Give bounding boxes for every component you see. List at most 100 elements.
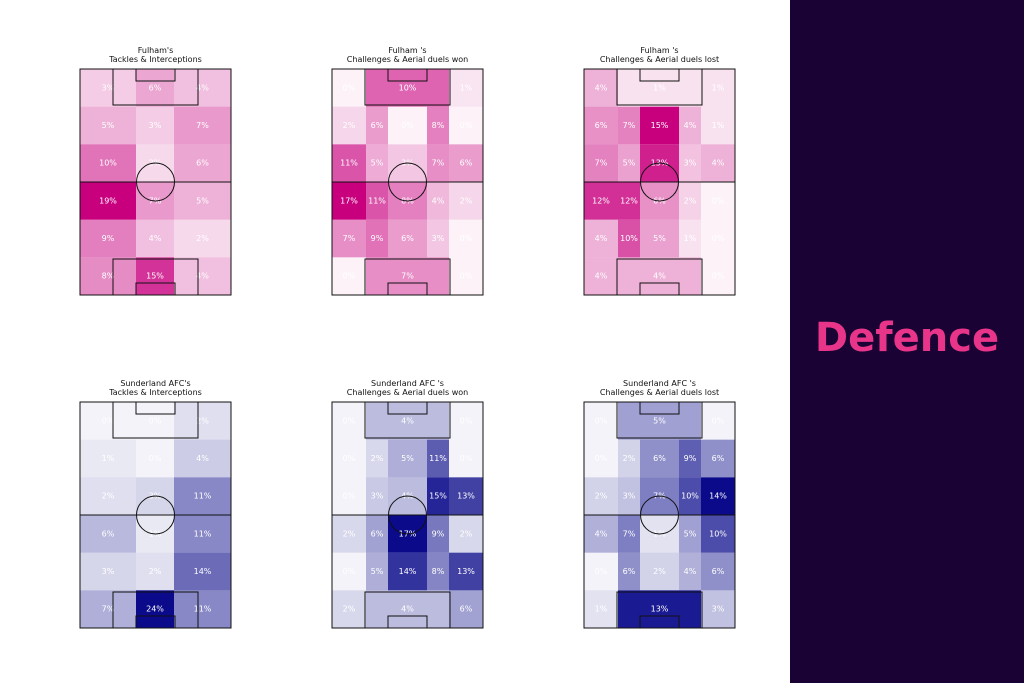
heat-cell — [174, 106, 231, 145]
cell-label: 3% — [684, 159, 697, 168]
heat-cell — [366, 552, 388, 591]
heat-cell — [701, 515, 735, 553]
heat-cell — [449, 219, 483, 258]
pitch-line — [640, 495, 679, 535]
cell-label: 12% — [592, 196, 610, 205]
heat-cell — [332, 590, 366, 628]
heat-cell — [701, 439, 735, 478]
pitch-line — [135, 282, 176, 296]
heat-cell — [618, 477, 640, 515]
pitch-line — [135, 68, 176, 82]
cell-label: 7% — [401, 272, 414, 281]
cell-label: 7% — [623, 529, 636, 538]
heat-cell — [584, 439, 618, 478]
cell-label: 13% — [457, 567, 475, 576]
cell-label: 7% — [432, 159, 445, 168]
heat-cell — [332, 69, 366, 107]
cell-label: 5% — [684, 529, 697, 538]
cell-label: 1% — [653, 83, 666, 92]
heat-cell — [174, 477, 231, 515]
cell-label: 6% — [712, 567, 725, 576]
cell-label: 2% — [102, 492, 115, 501]
heat-cell — [618, 257, 701, 295]
heat-cell — [427, 182, 449, 220]
heat-cell — [679, 439, 701, 478]
chart-title: Fulham 's — [388, 46, 426, 55]
heat-cell — [449, 69, 483, 107]
cell-label: 2% — [623, 454, 636, 463]
heat-cell — [679, 182, 701, 220]
heat-cell — [136, 106, 174, 145]
cell-label: 2% — [196, 416, 209, 425]
heat-cell — [618, 69, 701, 107]
pitch-line — [388, 495, 427, 535]
heat-cell — [80, 182, 136, 220]
heat-cell — [449, 515, 483, 553]
cell-label: 8% — [102, 272, 115, 281]
pitch-line — [136, 162, 175, 202]
cell-label: 4% — [196, 83, 209, 92]
heat-cell — [388, 219, 427, 258]
heat-cell — [640, 219, 679, 258]
cell-label: 9% — [432, 529, 445, 538]
heat-cell — [80, 515, 136, 553]
heat-cell — [80, 144, 136, 182]
cell-label: 4% — [432, 196, 445, 205]
cell-label: 2% — [460, 196, 473, 205]
pitch-line — [639, 282, 680, 296]
cell-label: 6% — [595, 121, 608, 130]
cell-label: 0% — [460, 234, 473, 243]
heat-cell — [366, 106, 388, 145]
cell-label: 17% — [340, 196, 358, 205]
cell-label: 0% — [343, 492, 356, 501]
heat-cell — [449, 182, 483, 220]
cell-label: 0% — [460, 121, 473, 130]
heading: Defence — [815, 315, 999, 361]
cell-label: 2% — [343, 605, 356, 614]
heat-cell — [80, 477, 136, 515]
heat-cell — [366, 515, 388, 553]
heat-cell — [366, 219, 388, 258]
cell-label: 0% — [595, 416, 608, 425]
heat-cell — [174, 144, 231, 182]
cell-label: 9% — [371, 234, 384, 243]
pitch-line — [387, 68, 428, 82]
heat-cell — [332, 552, 366, 591]
cell-label: 0% — [595, 454, 608, 463]
heat-cell — [366, 590, 449, 628]
cell-label: 3% — [432, 234, 445, 243]
cell-label: 0% — [712, 416, 725, 425]
heat-cell — [366, 402, 449, 440]
heat-cell — [174, 515, 231, 553]
heat-cell — [701, 477, 735, 515]
cell-label: 4% — [653, 272, 666, 281]
pitch-line — [388, 162, 427, 202]
cell-label: 0% — [401, 121, 414, 130]
cell-label: 10% — [681, 492, 699, 501]
cell-label: 4% — [684, 121, 697, 130]
cell-label: 7% — [102, 605, 115, 614]
cell-label: 6% — [460, 159, 473, 168]
heat-cell — [449, 144, 483, 182]
cell-label: 6% — [371, 529, 384, 538]
cell-label: 2% — [460, 529, 473, 538]
cell-label: 3% — [102, 567, 115, 576]
cell-label: 11% — [368, 196, 386, 205]
heat-cell — [427, 144, 449, 182]
cell-label: 9% — [102, 234, 115, 243]
cell-label: 0% — [102, 416, 115, 425]
pitch-line — [387, 282, 428, 296]
cell-label: 10% — [620, 234, 638, 243]
side-panel — [790, 0, 1024, 683]
cell-label: 5% — [401, 454, 414, 463]
pitch-line — [640, 162, 679, 202]
cell-label: 4% — [595, 234, 608, 243]
cell-label: 0% — [712, 234, 725, 243]
heat-cell — [584, 590, 618, 628]
heat-cell — [136, 552, 174, 591]
cell-label: 12% — [620, 196, 638, 205]
heat-cell — [80, 552, 136, 591]
heat-cell — [174, 257, 231, 295]
